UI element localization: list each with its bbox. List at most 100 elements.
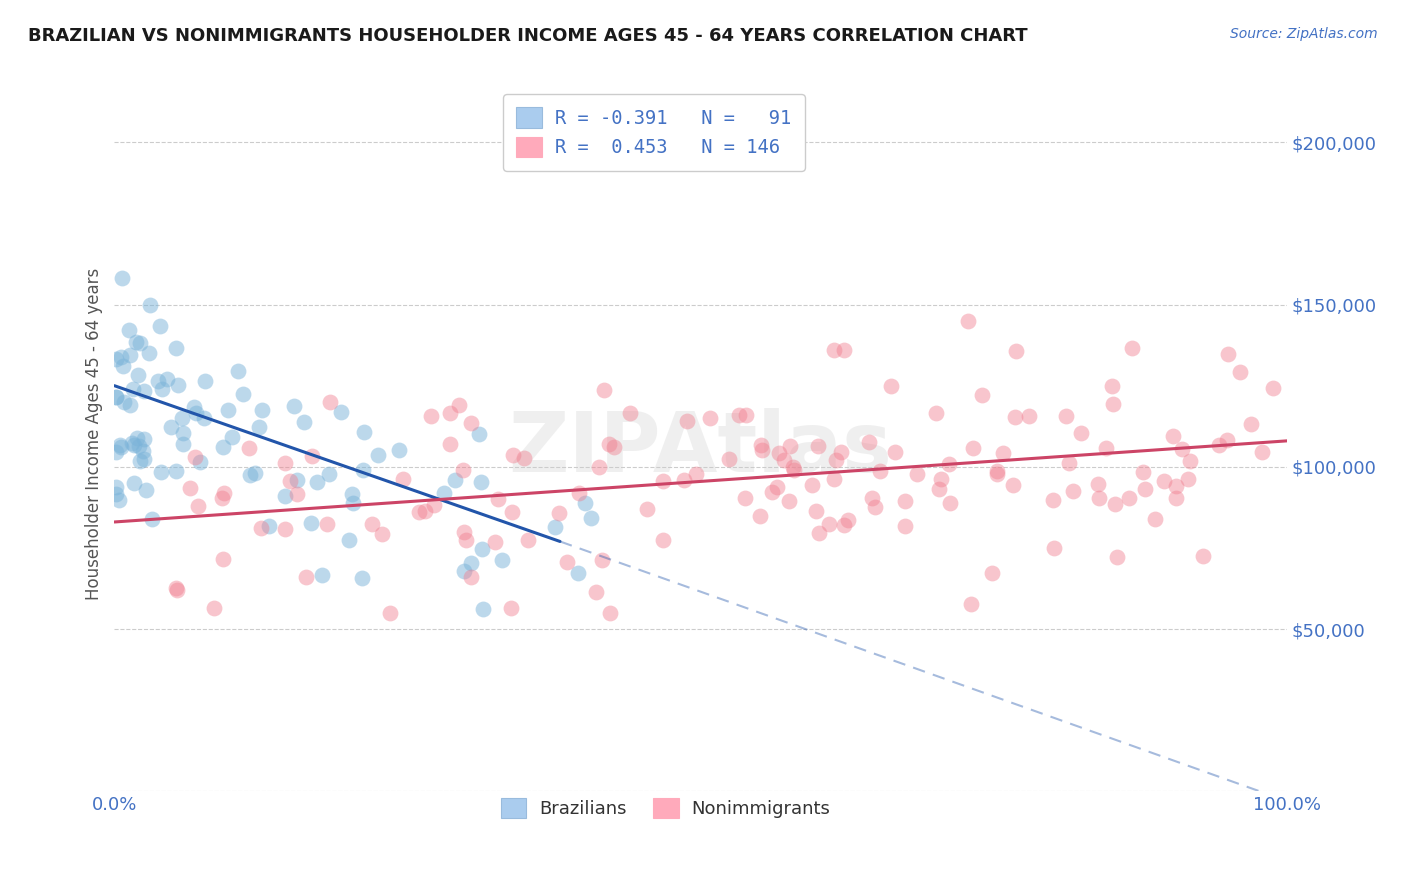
Point	[285, 473, 308, 487]
Point	[779, 439, 801, 453]
Point	[472, 602, 495, 616]
Point	[1177, 472, 1199, 486]
Point	[585, 585, 607, 599]
Point	[250, 521, 273, 535]
Point	[1054, 409, 1077, 423]
Point	[439, 406, 461, 420]
Point	[132, 384, 155, 398]
Point	[567, 566, 589, 580]
Point	[925, 406, 948, 420]
Point	[766, 480, 789, 494]
Point	[782, 459, 804, 474]
Point	[110, 351, 132, 365]
Point	[699, 410, 721, 425]
Point	[672, 474, 695, 488]
Point	[1229, 366, 1251, 380]
Point	[318, 467, 340, 482]
Point	[1192, 549, 1215, 564]
Point	[1171, 442, 1194, 456]
Point	[238, 441, 260, 455]
Point	[166, 581, 188, 595]
Point	[800, 477, 823, 491]
Point	[187, 499, 209, 513]
Point	[1178, 454, 1201, 468]
Point	[804, 504, 827, 518]
Point	[135, 483, 157, 497]
Point	[1088, 491, 1111, 505]
Point	[869, 464, 891, 478]
Point	[778, 494, 800, 508]
Point	[299, 516, 322, 531]
Point	[1133, 482, 1156, 496]
Point	[824, 453, 846, 467]
Point	[120, 398, 142, 412]
Point	[501, 505, 523, 519]
Point	[592, 383, 614, 397]
Point	[884, 445, 907, 459]
Point	[104, 487, 127, 501]
Point	[957, 314, 980, 328]
Point	[257, 518, 280, 533]
Point	[1095, 442, 1118, 456]
Point	[217, 402, 239, 417]
Point	[499, 601, 522, 615]
Point	[361, 517, 384, 532]
Point	[131, 443, 153, 458]
Point	[1101, 379, 1123, 393]
Point	[1042, 492, 1064, 507]
Point	[962, 442, 984, 456]
Point	[247, 420, 270, 434]
Point	[1102, 397, 1125, 411]
Point	[568, 486, 591, 500]
Point	[184, 450, 207, 464]
Point	[574, 496, 596, 510]
Point	[860, 491, 883, 505]
Point	[453, 525, 475, 540]
Point	[202, 601, 225, 615]
Point	[893, 493, 915, 508]
Point	[211, 491, 233, 506]
Text: Source: ZipAtlas.com: Source: ZipAtlas.com	[1230, 27, 1378, 41]
Point	[735, 408, 758, 422]
Point	[316, 516, 339, 531]
Point	[104, 390, 127, 404]
Point	[993, 446, 1015, 460]
Point	[1121, 342, 1143, 356]
Point	[183, 401, 205, 415]
Point	[353, 425, 375, 440]
Point	[972, 388, 994, 402]
Point	[367, 448, 389, 462]
Point	[301, 450, 323, 464]
Point	[165, 341, 187, 355]
Point	[274, 522, 297, 536]
Point	[433, 486, 456, 500]
Point	[1164, 491, 1187, 506]
Point	[193, 410, 215, 425]
Point	[1118, 491, 1140, 506]
Point	[938, 457, 960, 471]
Point	[832, 343, 855, 357]
Point	[453, 565, 475, 579]
Point	[880, 379, 903, 393]
Point	[141, 512, 163, 526]
Point	[179, 481, 201, 495]
Point	[823, 472, 845, 486]
Point	[340, 487, 363, 501]
Point	[408, 505, 430, 519]
Point	[548, 506, 571, 520]
Point	[105, 480, 128, 494]
Point	[460, 556, 482, 570]
Point	[1218, 347, 1240, 361]
Point	[150, 465, 173, 479]
Point	[292, 415, 315, 429]
Point	[1002, 478, 1025, 492]
Point	[1208, 438, 1230, 452]
Point	[129, 335, 152, 350]
Point	[166, 583, 188, 598]
Point	[1070, 425, 1092, 440]
Point	[105, 445, 128, 459]
Point	[484, 534, 506, 549]
Point	[380, 606, 402, 620]
Point	[146, 374, 169, 388]
Point	[245, 466, 267, 480]
